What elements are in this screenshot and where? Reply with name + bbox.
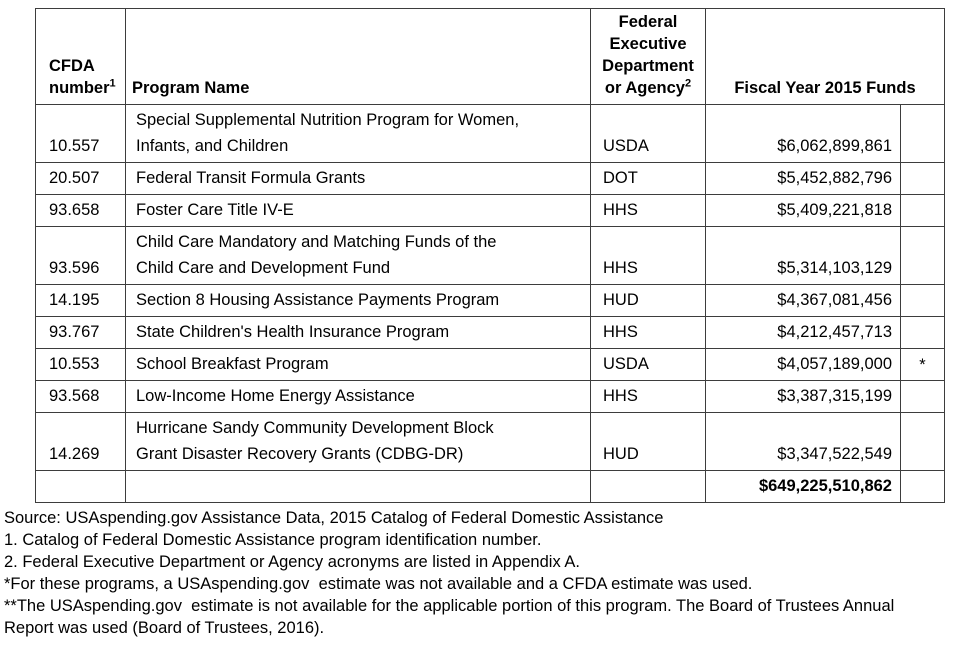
table-row: 20.507 Federal Transit Formula Grants DO… <box>35 162 945 195</box>
program-cell: School Breakfast Program <box>125 348 591 381</box>
program-cell: Special Supplemental Nutrition Program f… <box>125 104 591 163</box>
agency-cell: HUD <box>590 284 706 317</box>
cfda-cell: 93.568 <box>35 380 126 413</box>
note-cell: * <box>900 348 945 381</box>
footnote-star: *For these programs, a USAspending.gov e… <box>4 575 753 593</box>
funds-cell: $4,367,081,456 <box>705 284 901 317</box>
program-cell: Foster Care Title IV-E <box>125 194 591 227</box>
total-funds-cell: $649,225,510,862 <box>705 470 901 503</box>
funds-cell: $5,314,103,129 <box>705 226 901 285</box>
cfda-cell: 14.195 <box>35 284 126 317</box>
table-row: 93.767 State Children's Health Insurance… <box>35 316 945 349</box>
note-cell <box>900 284 945 317</box>
cfda-cell: 93.596 <box>35 226 126 285</box>
agency-cell: HHS <box>590 316 706 349</box>
note-cell <box>900 226 945 285</box>
program-cell: Child Care Mandatory and Matching Funds … <box>125 226 591 285</box>
funds-cell: $3,347,522,549 <box>705 412 901 471</box>
source-note: Source: USAspending.gov Assistance Data,… <box>4 509 664 527</box>
footnote-2: 2. Federal Executive Department or Agenc… <box>4 553 580 571</box>
program-cell: Hurricane Sandy Community Development Bl… <box>125 412 591 471</box>
total-row: $649,225,510,862 <box>35 470 945 503</box>
agency-cell: USDA <box>590 104 706 163</box>
funds-cell: $5,452,882,796 <box>705 162 901 195</box>
agency-footnote-marker: 2 <box>684 77 692 90</box>
note-cell-empty <box>900 470 945 503</box>
table-row: 14.195 Section 8 Housing Assistance Paym… <box>35 284 945 317</box>
col-header-agency: Federal Executive Department or Agency2 <box>590 8 706 105</box>
note-cell <box>900 194 945 227</box>
cfda-cell: 10.553 <box>35 348 126 381</box>
agency-cell: HUD <box>590 412 706 471</box>
funds-cell: $6,062,899,861 <box>705 104 901 163</box>
program-cell: State Children's Health Insurance Progra… <box>125 316 591 349</box>
col-header-agency-label: Federal Executive Department or Agency <box>602 13 694 97</box>
program-cell: Low-Income Home Energy Assistance <box>125 380 591 413</box>
agency-cell: HHS <box>590 380 706 413</box>
agency-cell: USDA <box>590 348 706 381</box>
col-header-cfda-label: CFDA number <box>49 57 110 97</box>
program-cell: Federal Transit Formula Grants <box>125 162 591 195</box>
table-row: 93.596 Child Care Mandatory and Matching… <box>35 226 945 285</box>
footnote-1: 1. Catalog of Federal Domestic Assistanc… <box>4 531 542 549</box>
agency-cell-empty <box>590 470 706 503</box>
program-cell: Section 8 Housing Assistance Payments Pr… <box>125 284 591 317</box>
col-header-cfda: CFDA number1 <box>35 8 126 105</box>
table-row: 14.269 Hurricane Sandy Community Develop… <box>35 412 945 471</box>
agency-cell: HHS <box>590 226 706 285</box>
funds-cell: $3,387,315,199 <box>705 380 901 413</box>
col-header-funds: Fiscal Year 2015 Funds <box>705 8 945 105</box>
cfda-cell-empty <box>35 470 126 503</box>
cfda-cell: 93.767 <box>35 316 126 349</box>
note-cell <box>900 162 945 195</box>
cfda-cell: 20.507 <box>35 162 126 195</box>
cfda-cell: 14.269 <box>35 412 126 471</box>
header-row: CFDA number1 Program Name Federal Execut… <box>35 8 945 105</box>
agency-cell: HHS <box>590 194 706 227</box>
table-row: 93.658 Foster Care Title IV-E HHS $5,409… <box>35 194 945 227</box>
program-cell-empty <box>125 470 591 503</box>
note-cell <box>900 412 945 471</box>
funds-cell: $5,409,221,818 <box>705 194 901 227</box>
cfda-cell: 93.658 <box>35 194 126 227</box>
table-row: 93.568 Low-Income Home Energy Assistance… <box>35 380 945 413</box>
note-cell <box>900 380 945 413</box>
funding-table: CFDA number1 Program Name Federal Execut… <box>35 8 945 503</box>
note-cell <box>900 316 945 349</box>
table-row: 10.557 Special Supplemental Nutrition Pr… <box>35 104 945 163</box>
agency-cell: DOT <box>590 162 706 195</box>
cfda-cell: 10.557 <box>35 104 126 163</box>
cfda-footnote-marker: 1 <box>109 77 116 90</box>
funds-cell: $4,057,189,000 <box>705 348 901 381</box>
col-header-program: Program Name <box>125 8 591 105</box>
footnote-double-star: **The USAspending.gov estimate is not av… <box>4 597 895 637</box>
note-cell <box>900 104 945 163</box>
footnotes-block: Source: USAspending.gov Assistance Data,… <box>4 507 969 639</box>
funds-cell: $4,212,457,713 <box>705 316 901 349</box>
table-row: 10.553 School Breakfast Program USDA $4,… <box>35 348 945 381</box>
